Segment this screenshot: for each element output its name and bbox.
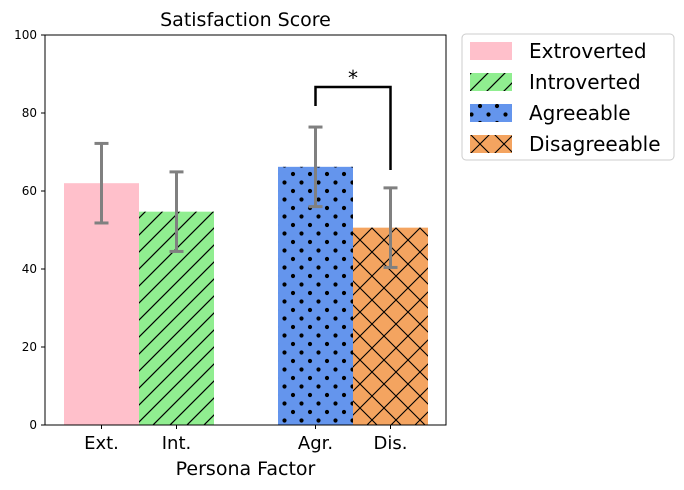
bar-hatch-agreeable <box>278 166 353 425</box>
x-tick-label: Agr. <box>298 433 333 454</box>
y-tick-label: 40 <box>22 262 37 276</box>
significance-bracket <box>314 85 392 170</box>
legend-label-disagreeable: Disagreeable <box>529 132 661 156</box>
error-bar-extroverted <box>94 141 109 225</box>
chart-title: Satisfaction Score <box>160 9 331 31</box>
legend-box <box>461 33 675 161</box>
x-tick-label: Dis. <box>374 433 408 454</box>
y-tick-label: 100 <box>14 28 37 42</box>
legend: Extroverted Introverted Agreeable Disagreea… <box>461 33 675 161</box>
legend-label-agreeable: Agreeable <box>529 101 631 125</box>
significance-label: * <box>348 66 358 90</box>
legend-swatch-hatch-agreeable <box>470 104 512 122</box>
y-tick-label: 80 <box>22 106 37 120</box>
legend-label-introverted: Introverted <box>529 70 641 94</box>
y-tick-label: 60 <box>22 184 37 198</box>
legend-label-extroverted: Extroverted <box>529 39 647 63</box>
y-tick-label: 20 <box>22 340 37 354</box>
error-bar-disagreeable <box>383 186 398 269</box>
y-tick-label: 0 <box>29 418 37 432</box>
plot-area-frame <box>44 34 447 426</box>
x-axis-title: Persona Factor <box>176 458 316 480</box>
legend-swatch-extroverted <box>470 42 512 60</box>
error-bar-introverted <box>169 170 184 253</box>
x-tick-label: Int. <box>162 433 192 454</box>
legend-swatch-hatch-introverted <box>470 73 512 91</box>
legend-swatch-hatch-disagreeable <box>470 135 512 153</box>
x-tick-label: Ext. <box>84 433 119 454</box>
error-bar-agreeable <box>308 125 323 209</box>
